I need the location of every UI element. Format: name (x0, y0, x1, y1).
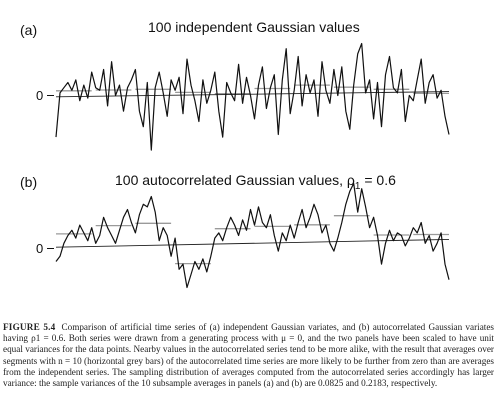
panel-a-ytick-zero: 0 (36, 88, 43, 103)
panel-b-marks (55, 182, 450, 289)
caption-text: Comparison of artificial time series of … (3, 322, 494, 389)
panel-b-title: 100 autocorrelated Gaussian values, ρ1 =… (115, 172, 396, 192)
panel-b: (b) 100 autocorrelated Gaussian values, … (20, 172, 450, 289)
panel-a-title: 100 independent Gaussian values (148, 19, 360, 35)
panel-b-title-subscript: 1 (355, 181, 361, 192)
series-line (55, 42, 450, 151)
figure-caption: FIGURE 5.4 Comparison of artificial time … (3, 322, 494, 389)
panel-b-title-main: 100 autocorrelated Gaussian values, ρ (115, 172, 355, 188)
caption-lead: FIGURE 5.4 (3, 322, 56, 332)
trend-line (55, 238, 450, 248)
panel-b-title-suffix: = 0.6 (360, 172, 396, 188)
figure: (a) 100 independent Gaussian values 0 (b… (20, 19, 450, 289)
series-line (55, 182, 450, 289)
panel-a-marks (55, 42, 450, 151)
panel-a: (a) 100 independent Gaussian values 0 (20, 19, 450, 151)
panel-b-ytick-zero: 0 (36, 241, 43, 256)
panel-b-label: (b) (20, 174, 37, 190)
panel-a-label: (a) (20, 22, 37, 38)
